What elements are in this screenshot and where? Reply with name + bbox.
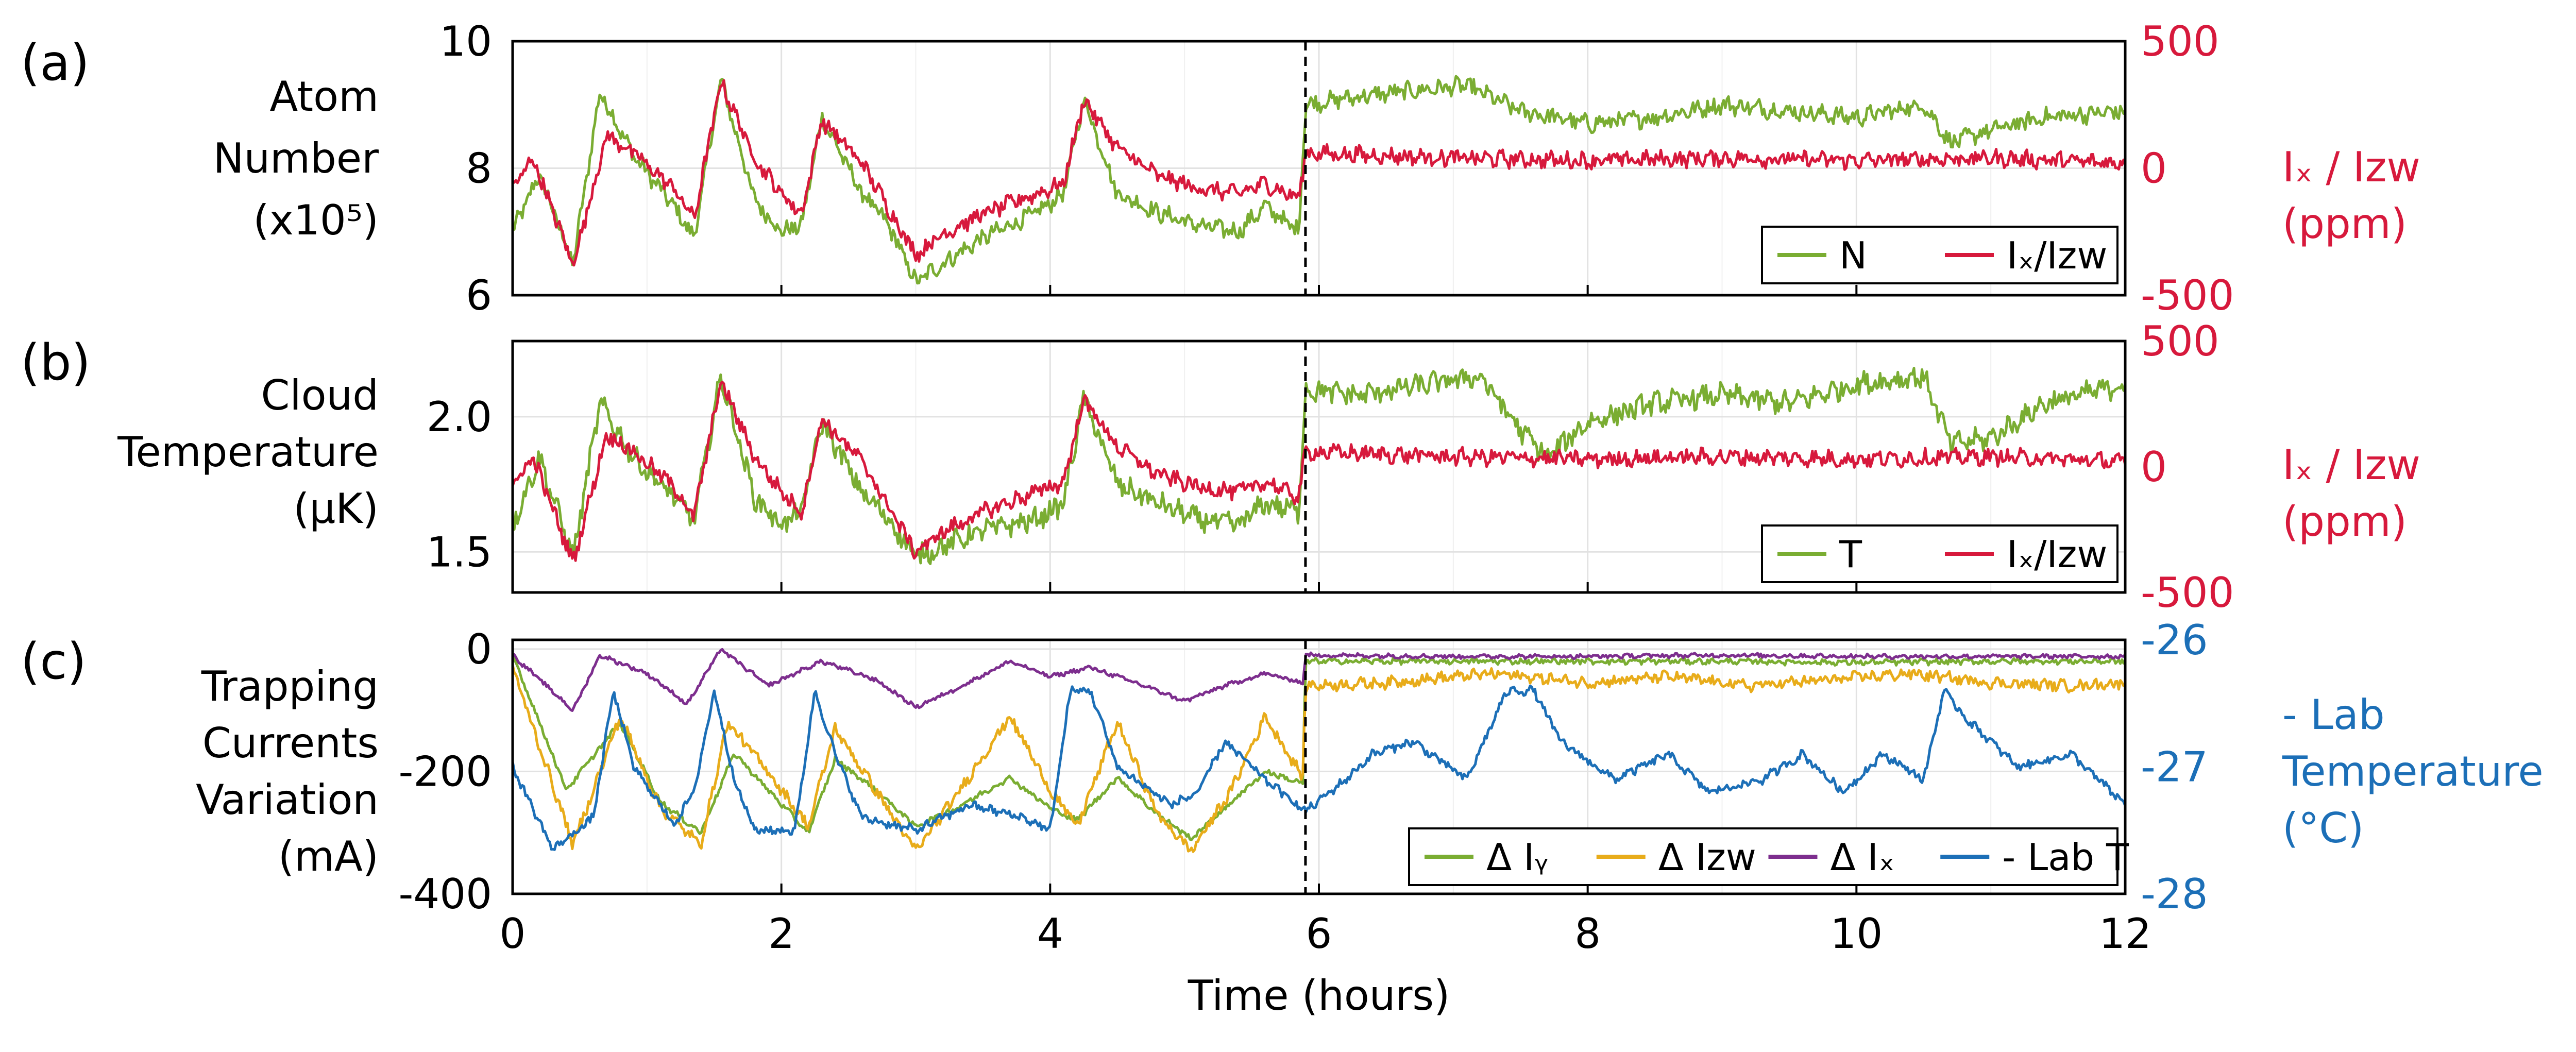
y2-axis-label-line: (°C) bbox=[2282, 804, 2364, 852]
panel-0: 6 8 10 -500 0 500 (a) Atom Number (x10⁵) Iₓ / Iᴢᴡ (… bbox=[21, 18, 2420, 319]
x-tick-label: 12 bbox=[2099, 910, 2151, 958]
legend-label: N bbox=[1839, 234, 1867, 277]
x-tick-label: 8 bbox=[1574, 910, 1601, 958]
y2-tick-label: 0 bbox=[2141, 443, 2167, 491]
legend: N Iₓ/Iᴢᴡ bbox=[1761, 226, 2119, 284]
y-tick-label: 0 bbox=[466, 625, 492, 673]
y2-tick-label: -500 bbox=[2141, 272, 2234, 319]
x-tick-label: 4 bbox=[1037, 910, 1063, 958]
panel-1: 1.5 2.0 -500 0 500 (b) Cloud Temperature (μK) Iₓ … bbox=[21, 317, 2420, 617]
y2-axis-label-line: - Lab bbox=[2282, 691, 2385, 739]
y-axis-label-line: (mA) bbox=[278, 833, 379, 880]
y-tick-label: 6 bbox=[466, 272, 492, 319]
y2-tick-label: 500 bbox=[2141, 317, 2219, 365]
x-tick-label: 0 bbox=[500, 910, 526, 958]
x-axis-label: Time (hours) bbox=[1188, 972, 1450, 1020]
y2-tick-label: -500 bbox=[2141, 569, 2234, 617]
legend: T Iₓ/Iᴢᴡ bbox=[1761, 524, 2119, 583]
series-group bbox=[513, 75, 2125, 285]
legend-label: Iₓ/Iᴢᴡ bbox=[2007, 533, 2107, 576]
x-tick-label: 10 bbox=[1830, 910, 1883, 958]
y-tick-label: 10 bbox=[439, 18, 492, 65]
panel-label: (b) bbox=[21, 334, 91, 392]
series-line-0 bbox=[513, 75, 2125, 285]
legend-label: - Lab T bbox=[2002, 836, 2129, 879]
panel-label: (c) bbox=[21, 633, 87, 690]
series-group bbox=[513, 648, 2125, 853]
y-axis-label-line: Atom bbox=[269, 73, 379, 121]
y2-tick-label: 500 bbox=[2141, 18, 2219, 65]
legend-box bbox=[1408, 827, 2119, 886]
legend-label: Δ Iₓ bbox=[1831, 836, 1895, 879]
y-tick-label: -200 bbox=[398, 748, 492, 795]
panel-2: -400 -200 0 -28 -27 -26 (c) Trapping Currents Var… bbox=[21, 616, 2544, 918]
panel-label: (a) bbox=[21, 34, 90, 92]
series-line-1 bbox=[513, 665, 2125, 853]
y2-tick-label: -26 bbox=[2141, 616, 2208, 664]
y2-axis-label-line: Temperature bbox=[2282, 748, 2544, 795]
y2-axis-label-line: (ppm) bbox=[2282, 498, 2407, 546]
y-axis-label-line: Variation bbox=[196, 776, 379, 824]
y-axis-label-line: Temperature bbox=[117, 428, 379, 476]
y-axis-label-line: Number bbox=[213, 134, 379, 182]
series-line-0 bbox=[513, 654, 2125, 841]
y2-tick-label: -27 bbox=[2141, 743, 2208, 791]
y-tick-label: 2.0 bbox=[427, 393, 492, 441]
y2-axis-label-line: Iₓ / Iᴢᴡ bbox=[2282, 143, 2420, 191]
series-line-2 bbox=[513, 648, 2125, 712]
legend-label: Iₓ/Iᴢᴡ bbox=[2007, 234, 2107, 277]
y2-tick-label: -28 bbox=[2141, 870, 2208, 918]
x-tick-label: 6 bbox=[1306, 910, 1332, 958]
x-tick-label: 2 bbox=[768, 910, 794, 958]
y2-axis-label-line: (ppm) bbox=[2282, 200, 2407, 248]
y-axis-label-line: Currents bbox=[202, 719, 379, 767]
legend-label: Δ Iᴢᴡ bbox=[1658, 836, 1756, 879]
y-tick-label: -400 bbox=[398, 870, 492, 918]
legend-label: Δ Iᵧ bbox=[1486, 836, 1548, 879]
y-tick-label: 1.5 bbox=[427, 528, 492, 576]
y-tick-label: 8 bbox=[466, 145, 492, 193]
legend-label: T bbox=[1839, 533, 1862, 576]
series-line-0 bbox=[513, 367, 2125, 565]
y-axis-label-line: (μK) bbox=[293, 485, 379, 533]
series-line-1 bbox=[513, 79, 2125, 267]
y-axis-label-line: Cloud bbox=[261, 371, 379, 419]
y-axis-label-line: Trapping bbox=[201, 663, 379, 710]
series-line-1 bbox=[513, 381, 2125, 562]
legend: Δ Iᵧ Δ Iᴢᴡ Δ Iₓ - Lab T bbox=[1408, 827, 2129, 886]
series-line-3 bbox=[513, 684, 2125, 851]
y2-tick-label: 0 bbox=[2141, 145, 2167, 193]
y-axis-label-line: (x10⁵) bbox=[253, 196, 379, 244]
y2-axis-label-line: Iₓ / Iᴢᴡ bbox=[2282, 441, 2420, 489]
series-group bbox=[513, 367, 2125, 565]
